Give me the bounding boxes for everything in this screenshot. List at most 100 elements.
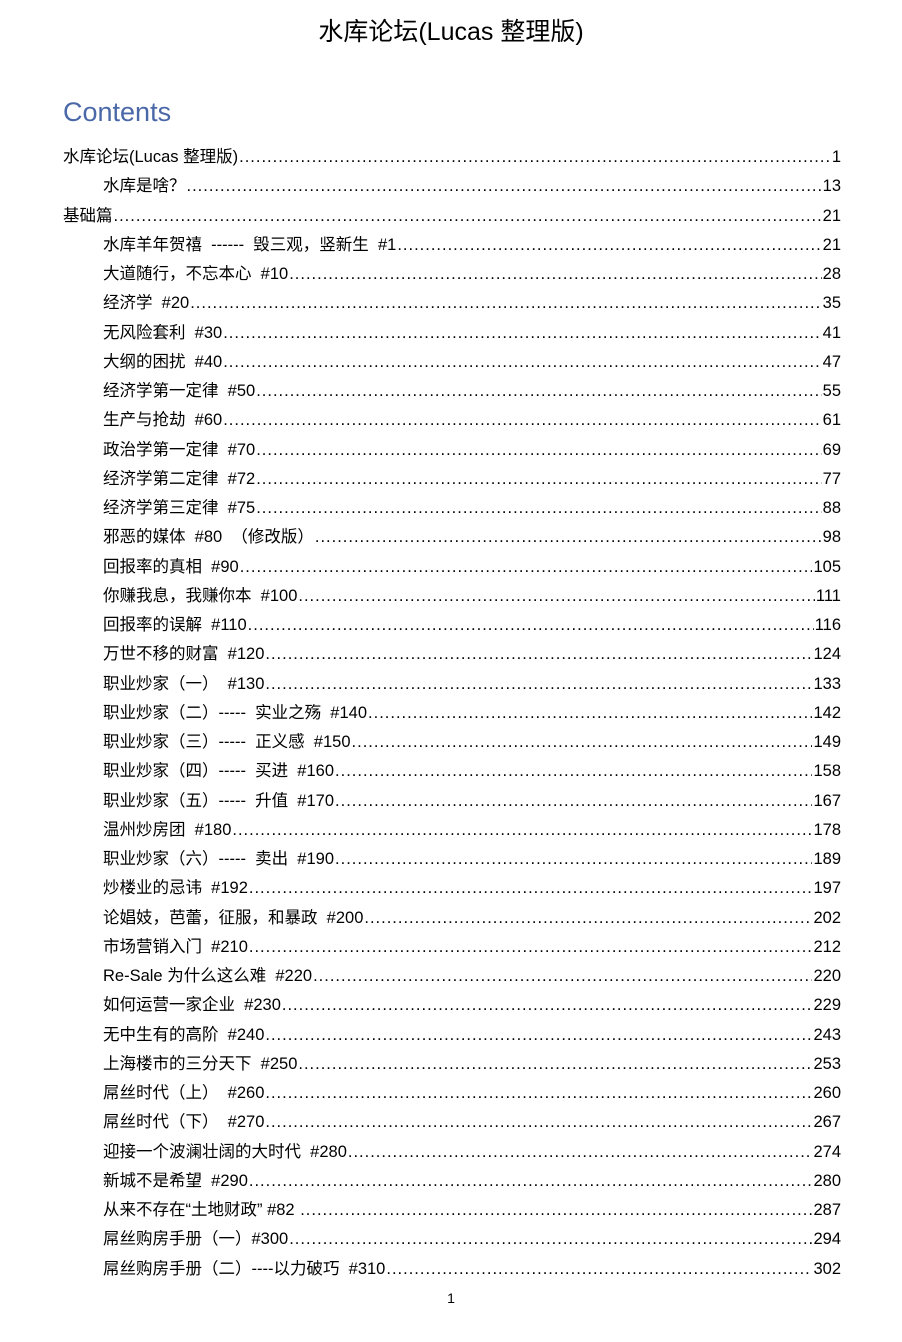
toc-entry-page: 267 — [813, 1113, 841, 1132]
toc-entry-page: 111 — [815, 586, 841, 605]
toc-entry[interactable]: 你赚我息，我赚你本 #100 111 — [63, 582, 841, 611]
toc-entry[interactable]: 市场营销入门 #210 212 — [63, 933, 841, 962]
toc-entry-title: 屌丝时代（下） #270 — [103, 1113, 265, 1132]
toc-entry-page: 302 — [813, 1259, 841, 1278]
toc-entry-page: 41 — [822, 323, 841, 342]
toc-entry[interactable]: 新城不是希望 #290 280 — [63, 1167, 841, 1196]
toc-entry-title: 万世不移的财富 #120 — [103, 645, 265, 664]
toc-entry[interactable]: 屌丝时代（上） #260 260 — [63, 1079, 841, 1108]
toc-entry-page: 47 — [822, 352, 841, 371]
toc-entry-title: 经济学第二定律 #72 — [103, 469, 256, 488]
toc-entry[interactable]: 生产与抢劫 #60 61 — [63, 406, 841, 435]
toc-entry[interactable]: 屌丝购房手册（一）#300 294 — [63, 1225, 841, 1254]
toc-dot-leader — [289, 1225, 812, 1254]
toc-dot-leader — [335, 757, 812, 786]
toc-entry[interactable]: 大纲的困扰 #40 47 — [63, 348, 841, 377]
toc-entry-title: 从来不存在“土地财政” #82 — [103, 1201, 300, 1219]
toc-entry-title: 职业炒家（二）----- 实业之殇 #140 — [103, 703, 368, 722]
toc-entry[interactable]: 万世不移的财富 #120 124 — [63, 640, 841, 669]
toc-entry-title: 市场营销入门 #210 — [103, 937, 248, 956]
toc-entry[interactable]: 温州炒房团 #180 178 — [63, 816, 841, 845]
toc-entry[interactable]: 职业炒家（二）----- 实业之殇 #140 142 — [63, 699, 841, 728]
toc-entry-page: 142 — [813, 703, 841, 722]
toc-dot-leader — [256, 436, 821, 465]
toc-dot-leader — [364, 904, 812, 933]
toc-entry[interactable]: Re-Sale 为什么这么难 #220 220 — [63, 962, 841, 991]
toc-entry-title: 职业炒家（一） #130 — [103, 674, 265, 693]
toc-entry-page: 243 — [813, 1025, 841, 1044]
toc-entry[interactable]: 迎接一个波澜壮阔的大时代 #280 274 — [63, 1138, 841, 1167]
toc-entry-title: 如何运营一家企业 #230 — [103, 996, 281, 1015]
toc-dot-leader — [223, 319, 821, 348]
toc-entry-title: 温州炒房团 #180 — [103, 820, 232, 839]
toc-entry[interactable]: 职业炒家（六）----- 卖出 #190 189 — [63, 845, 841, 874]
toc-dot-leader — [335, 845, 812, 874]
toc-dot-leader — [187, 172, 822, 201]
toc-entry[interactable]: 邪恶的媒体 #80 （修改版） 98 — [63, 523, 841, 552]
toc-entry[interactable]: 回报率的真相 #90 105 — [63, 553, 841, 582]
toc-dot-leader — [386, 1255, 812, 1284]
toc-dot-leader — [256, 494, 821, 523]
toc-entry-page: 55 — [822, 382, 841, 400]
toc-entry[interactable]: 职业炒家（一） #130 133 — [63, 670, 841, 699]
toc-entry[interactable]: 无风险套利 #30 41 — [63, 319, 841, 348]
toc-dot-leader — [265, 1021, 812, 1050]
toc-entry-title: 迎接一个波澜壮阔的大时代 #280 — [103, 1142, 347, 1161]
toc-entry-page: 28 — [822, 265, 841, 283]
toc-dot-leader — [313, 962, 812, 991]
toc-entry-title: 大纲的困扰 #40 — [103, 352, 223, 371]
toc-entry-page: 294 — [813, 1230, 841, 1249]
toc-entry[interactable]: 职业炒家（五）----- 升值 #170 167 — [63, 787, 841, 816]
toc-dot-leader — [265, 670, 812, 699]
toc-entry[interactable]: 屌丝购房手册（二）----以力破巧 #310 302 — [63, 1255, 841, 1284]
toc-entry-title: 邪恶的媒体 #80 （修改版） — [103, 528, 314, 547]
toc-entry[interactable]: 从来不存在“土地财政” #82 287 — [63, 1196, 841, 1225]
toc-dot-leader — [397, 231, 821, 260]
toc-entry[interactable]: 如何运营一家企业 #230 229 — [63, 991, 841, 1020]
toc-entry-title: 职业炒家（四）----- 买进 #160 — [103, 762, 335, 781]
toc-entry-page: 35 — [822, 294, 841, 313]
toc-dot-leader — [265, 1079, 812, 1108]
toc-entry[interactable]: 经济学第一定律 #50 55 — [63, 377, 841, 406]
toc-entry-page: 287 — [813, 1201, 841, 1219]
toc-dot-leader — [114, 202, 822, 231]
toc-entry[interactable]: 屌丝时代（下） #270 267 — [63, 1108, 841, 1137]
toc-entry[interactable]: 水库羊年贺禧 ------ 毁三观，竖新生 #1 21 — [63, 231, 841, 260]
toc-entry-page: 260 — [813, 1084, 841, 1102]
toc-entry-title: 政治学第一定律 #70 — [103, 440, 256, 459]
toc-entry-title: 大道随行，不忘本心 #10 — [103, 265, 289, 283]
toc-entry-page: 105 — [813, 557, 841, 576]
toc-entry-title: 经济学 #20 — [103, 294, 190, 313]
toc-entry[interactable]: 炒楼业的忌讳 #192 197 — [63, 874, 841, 903]
toc-entry[interactable]: 经济学第二定律 #72 77 — [63, 465, 841, 494]
toc-dot-leader — [232, 816, 812, 845]
toc-entry-title: 无中生有的高阶 #240 — [103, 1025, 265, 1044]
toc-entry-title: 职业炒家（六）----- 卖出 #190 — [103, 850, 335, 868]
toc-dot-leader — [256, 377, 821, 406]
toc-entry[interactable]: 大道随行，不忘本心 #10 28 — [63, 260, 841, 289]
toc-entry-page: 98 — [822, 528, 841, 547]
toc-entry-page: 21 — [822, 235, 841, 254]
toc-entry[interactable]: 职业炒家（四）----- 买进 #160 158 — [63, 757, 841, 786]
toc-entry[interactable]: 职业炒家（三）----- 正义感 #150 149 — [63, 728, 841, 757]
toc-dot-leader — [239, 143, 831, 172]
toc-entry-page: 220 — [813, 967, 841, 985]
toc-entry[interactable]: 上海楼市的三分天下 #250 253 — [63, 1050, 841, 1079]
toc-dot-leader — [265, 640, 812, 669]
contents-heading: Contents — [63, 97, 172, 127]
toc-entry-page: 253 — [813, 1054, 841, 1073]
toc-entry-title: 水库论坛(Lucas 整理版) — [63, 148, 239, 166]
toc-entry[interactable]: 无中生有的高阶 #240 243 — [63, 1021, 841, 1050]
toc-entry[interactable]: 论娼妓，芭蕾，征服，和暴政 #200 202 — [63, 904, 841, 933]
toc-entry[interactable]: 水库论坛(Lucas 整理版) 1 — [63, 143, 841, 172]
toc-entry[interactable]: 政治学第一定律 #70 69 — [63, 436, 841, 465]
toc-entry-title: 回报率的真相 #90 — [103, 557, 239, 576]
toc-dot-leader — [368, 699, 812, 728]
toc-entry[interactable]: 基础篇 21 — [63, 202, 841, 231]
toc-entry-page: 212 — [813, 937, 841, 956]
toc-entry[interactable]: 回报率的误解 #110 116 — [63, 611, 841, 640]
toc-entry[interactable]: 水库是啥？ 13 — [63, 172, 841, 201]
toc-entry[interactable]: 经济学第三定律 #75 88 — [63, 494, 841, 523]
toc-entry[interactable]: 经济学 #20 35 — [63, 289, 841, 318]
toc-entry-title: 水库羊年贺禧 ------ 毁三观，竖新生 #1 — [103, 235, 397, 254]
